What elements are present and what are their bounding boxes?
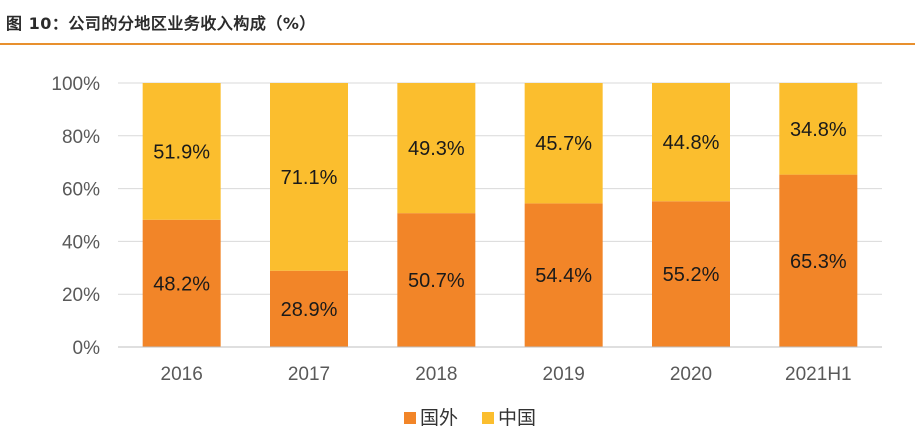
y-axis: 0% 20% 40% 60% 80% 100% [51,74,100,359]
title-divider [0,43,915,45]
data-label-china: 45.7% [535,133,592,155]
bar-2020-china [652,83,730,202]
data-label-abroad: 28.9% [281,299,338,321]
y-tick-label: 60% [62,180,100,201]
x-tick-label: 2017 [288,364,330,385]
y-tick-label: 0% [73,338,101,359]
data-label-china: 51.9% [153,141,210,163]
legend-label: 国外 [420,407,458,429]
legend: 国外 中国 [404,407,536,429]
data-label-abroad: 54.4% [535,265,592,287]
bar-2021H1-abroad [779,174,858,347]
data-label-abroad: 48.2% [153,273,210,295]
x-tick-label: 2019 [543,364,585,385]
data-label-china: 71.1% [281,167,338,189]
x-tick-label: 2018 [415,364,457,385]
data-label-china: 49.3% [408,138,465,160]
y-tick-label: 80% [62,127,100,148]
data-label-abroad: 50.7% [408,270,465,292]
bar-2020-abroad [652,201,730,347]
y-tick-label: 20% [62,285,100,306]
x-tick-label: 2021H1 [785,364,852,385]
bar-2017-abroad [270,270,348,347]
legend-swatch [482,412,494,424]
data-label-abroad: 55.2% [663,264,720,286]
bar-2018-abroad [397,213,476,347]
bar-2019-abroad [524,203,603,347]
data-label-abroad: 65.3% [790,251,847,273]
gridlines [118,82,882,295]
legend-label: 中国 [498,407,536,429]
bars [142,83,858,347]
bar-2018-china [397,83,476,214]
bar-2017-china [270,83,348,271]
x-tick-label: 2016 [161,364,203,385]
data-label-china: 44.8% [663,132,720,154]
bar-2016-china [142,83,221,220]
x-tick-label: 2020 [670,364,712,385]
x-axis: 2016 2017 2018 2019 2020 2021H1 [118,346,882,385]
data-labels: 48.2% 51.9% 28.9% 71.1% 50.7% 49.3% 54.4% 45.7%… [153,119,847,321]
chart-title: 图 10：公司的分地区业务收入构成（%） [6,14,316,33]
bar-2021H1-china [779,83,858,175]
data-label-china: 34.8% [790,119,847,141]
y-tick-label: 100% [51,74,100,95]
bar-2019-china [524,83,603,204]
y-tick-label: 40% [62,232,100,253]
legend-swatch [404,412,416,424]
bar-2016-abroad [142,219,221,347]
